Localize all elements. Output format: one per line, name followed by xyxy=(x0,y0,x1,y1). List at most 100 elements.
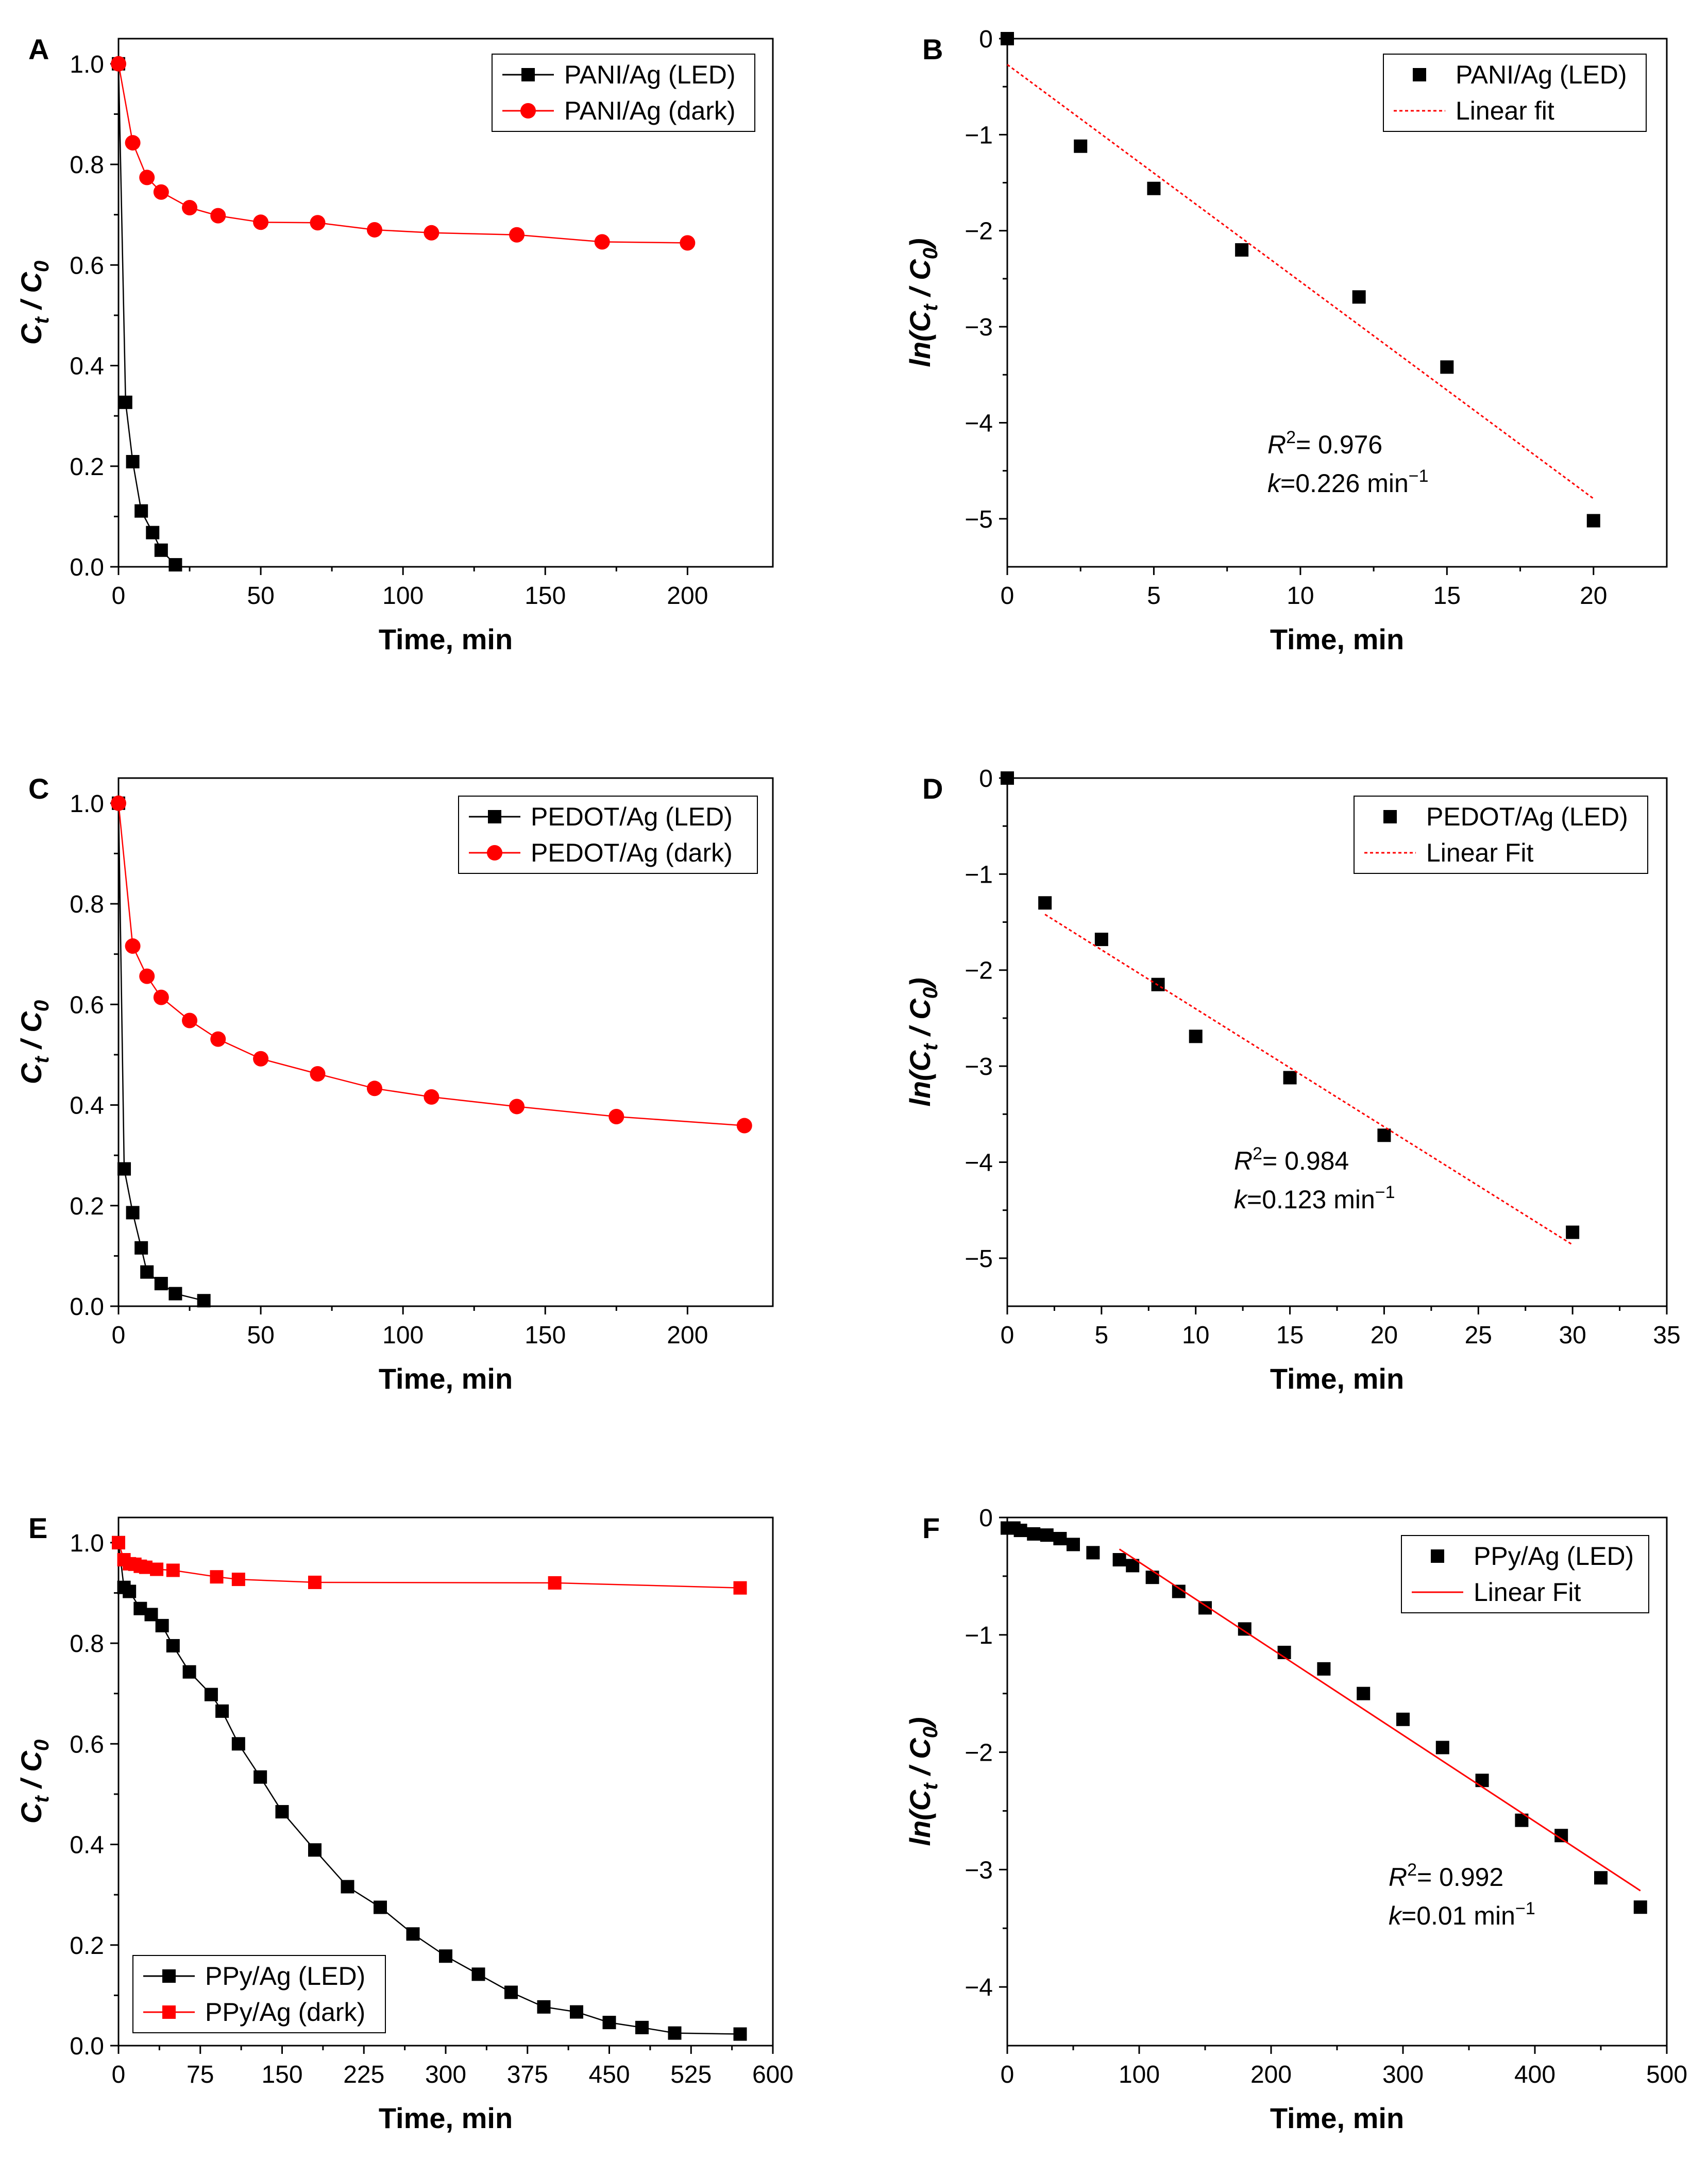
x-tick-label: 100 xyxy=(382,582,424,610)
x-axis-title: Time, min xyxy=(1270,2102,1404,2134)
legend-box xyxy=(132,1955,386,2033)
data-point xyxy=(1001,32,1014,45)
x-tick-label: 0 xyxy=(1001,582,1014,610)
data-point xyxy=(366,222,382,238)
data-point xyxy=(1027,1527,1041,1541)
x-tick-label: 50 xyxy=(247,582,274,610)
data-point xyxy=(126,1206,140,1220)
y-tick-label: 0.2 xyxy=(70,453,104,481)
y-tick-label: 0.2 xyxy=(70,1193,104,1220)
data-point xyxy=(635,2020,649,2034)
series-1 xyxy=(1007,64,1594,499)
data-point xyxy=(680,235,696,251)
data-point xyxy=(602,2016,616,2030)
panel-letter: A xyxy=(28,33,49,65)
data-point xyxy=(182,1665,196,1679)
x-tick-label: 0 xyxy=(112,2061,126,2088)
y-tick-label: −4 xyxy=(965,1974,993,2001)
series-1 xyxy=(1044,914,1573,1245)
x-tick-label: 600 xyxy=(752,2061,793,2088)
y-tick-label: 0 xyxy=(979,765,993,792)
legend-marker xyxy=(488,810,501,823)
data-point xyxy=(182,200,198,215)
x-tick-label: 20 xyxy=(1371,1322,1398,1349)
x-tick-label: 500 xyxy=(1646,2061,1687,2088)
y-tick-label: −1 xyxy=(965,1622,993,1649)
x-tick-label: 5 xyxy=(1147,582,1161,610)
x-tick-label: 50 xyxy=(247,1322,274,1349)
legend-label: Linear fit xyxy=(1456,96,1554,125)
legend-label: PPy/Ag (LED) xyxy=(1474,1542,1634,1571)
data-point xyxy=(1001,771,1014,785)
x-tick-label: 450 xyxy=(588,2061,630,2088)
data-point xyxy=(668,2026,682,2040)
fit-annotation: R2= 0.976 k=0.226 min−1 xyxy=(1267,428,1429,498)
data-point xyxy=(231,1573,245,1587)
data-point xyxy=(153,989,169,1005)
data-point xyxy=(537,2000,551,2014)
x-tick-label: 200 xyxy=(1250,2061,1292,2088)
data-point xyxy=(119,395,132,409)
x-tick-label: 10 xyxy=(1182,1322,1209,1349)
data-point xyxy=(424,225,439,241)
data-point xyxy=(439,1949,452,1963)
y-axis-title: ln(Ct / C0) xyxy=(904,977,942,1106)
x-tick-label: 150 xyxy=(261,2061,302,2088)
plot-frame xyxy=(1006,38,1668,568)
x-tick-label: 0 xyxy=(112,1322,126,1349)
series-0 xyxy=(1001,1521,1647,1914)
data-point xyxy=(1053,1532,1067,1545)
data-point xyxy=(1283,1071,1297,1085)
y-tick-label: −3 xyxy=(965,314,993,341)
data-point xyxy=(139,170,155,185)
y-tick-label: 0.6 xyxy=(70,252,104,279)
legend-marker xyxy=(1431,1549,1444,1563)
data-point xyxy=(406,1927,420,1941)
data-point xyxy=(1112,1553,1126,1566)
x-tick-label: 30 xyxy=(1559,1322,1586,1349)
y-tick-label: −2 xyxy=(965,1740,993,1767)
legend: PANI/Ag (LED) Linear fit xyxy=(1383,54,1647,132)
y-tick-label: 0.6 xyxy=(70,1731,104,1758)
x-tick-label: 200 xyxy=(667,582,708,610)
series-line xyxy=(117,803,204,1302)
data-point xyxy=(1067,1538,1080,1551)
y-tick-label: 0.4 xyxy=(70,353,104,380)
y-axis-title: Ct / C0 xyxy=(15,261,53,345)
x-tick-label: 400 xyxy=(1514,2061,1555,2088)
data-point xyxy=(275,1805,289,1819)
x-tick-label: 75 xyxy=(187,2061,214,2088)
data-point xyxy=(594,234,610,250)
series-line xyxy=(1119,1548,1641,1892)
data-point xyxy=(231,1737,245,1751)
x-axis-title: Time, min xyxy=(1270,1362,1404,1395)
x-tick-label: 150 xyxy=(525,1322,566,1349)
plot-frame xyxy=(117,38,774,568)
data-point xyxy=(150,1562,164,1576)
data-point xyxy=(1013,1524,1027,1538)
data-point xyxy=(1317,1662,1331,1676)
legend-label: Linear Fit xyxy=(1426,838,1534,867)
x-axis-title: Time, min xyxy=(1270,623,1404,655)
y-axis-title: ln(Ct / C0) xyxy=(904,1717,942,1846)
x-tick-label: 0 xyxy=(1001,2061,1014,2088)
data-point xyxy=(1189,1030,1203,1043)
legend-label: PANI/Ag (LED) xyxy=(564,60,736,89)
data-point xyxy=(1352,290,1366,304)
data-point xyxy=(210,1031,226,1047)
data-point xyxy=(308,1575,322,1589)
y-tick-label: −3 xyxy=(965,1053,993,1081)
y-axis-title: Ct / C0 xyxy=(15,1000,53,1084)
data-point xyxy=(308,1843,322,1857)
panel-c: 0 50 100 150 200 0.0 0.2 0.4 0.6 0.8 1.0 C Time, min… xyxy=(15,772,774,1395)
x-tick-label: 25 xyxy=(1465,1322,1492,1349)
legend: PPy/Ag (LED) PPy/Ag (dark) xyxy=(132,1955,386,2033)
data-point xyxy=(509,227,525,243)
legend-label: PANI/Ag (LED) xyxy=(1456,60,1627,89)
data-point xyxy=(168,1287,182,1301)
panel-a: 0 50 100 150 200 0.0 0.2 0.4 0.6 0.8 1.0 A Time, min… xyxy=(15,33,774,655)
data-point xyxy=(1040,1528,1054,1542)
x-axis-title: Time, min xyxy=(379,1362,513,1395)
x-tick-label: 150 xyxy=(525,582,566,610)
data-point xyxy=(253,1051,269,1067)
